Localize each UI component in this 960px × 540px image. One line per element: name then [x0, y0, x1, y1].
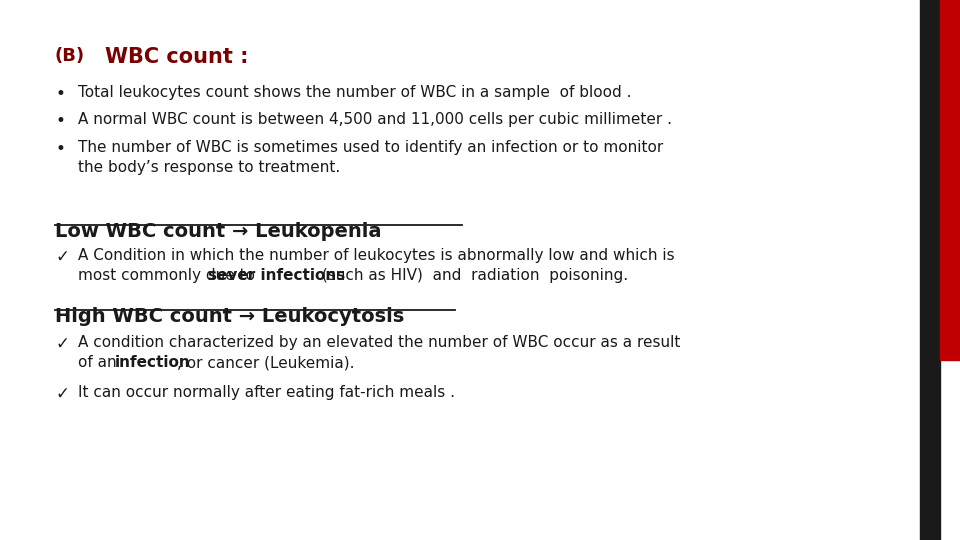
Text: ✓: ✓ — [55, 248, 69, 266]
Text: •: • — [55, 140, 65, 158]
Text: The number of WBC is sometimes used to identify an infection or to monitor: The number of WBC is sometimes used to i… — [78, 140, 663, 155]
Text: (B): (B) — [55, 47, 85, 65]
Bar — [920, 0, 940, 540]
Text: It can occur normally after eating fat-rich meals .: It can occur normally after eating fat-r… — [78, 385, 455, 400]
Text: High WBC count → Leukocytosis: High WBC count → Leukocytosis — [55, 307, 404, 326]
Text: A normal WBC count is between 4,500 and 11,000 cells per cubic millimeter .: A normal WBC count is between 4,500 and … — [78, 112, 672, 127]
Text: •: • — [55, 85, 65, 103]
Text: sever infections: sever infections — [207, 268, 345, 283]
Text: of an: of an — [78, 355, 122, 370]
Bar — [940, 0, 960, 360]
Text: (such as HIV)  and  radiation  poisoning.: (such as HIV) and radiation poisoning. — [318, 268, 629, 283]
Text: most commonly due to: most commonly due to — [78, 268, 260, 283]
Text: Total leukocytes count shows the number of WBC in a sample  of blood .: Total leukocytes count shows the number … — [78, 85, 632, 100]
Text: •: • — [55, 112, 65, 130]
Text: the body’s response to treatment.: the body’s response to treatment. — [78, 160, 340, 175]
Text: A condition characterized by an elevated the number of WBC occur as a result: A condition characterized by an elevated… — [78, 335, 681, 350]
Text: , or cancer (Leukemia).: , or cancer (Leukemia). — [177, 355, 354, 370]
Text: WBC count :: WBC count : — [105, 47, 249, 67]
Text: A Condition in which the number of leukocytes is abnormally low and which is: A Condition in which the number of leuko… — [78, 248, 675, 263]
Text: ✓: ✓ — [55, 335, 69, 353]
Text: infection: infection — [115, 355, 191, 370]
Text: ✓: ✓ — [55, 385, 69, 403]
Text: Low WBC count → Leukopenia: Low WBC count → Leukopenia — [55, 222, 381, 241]
